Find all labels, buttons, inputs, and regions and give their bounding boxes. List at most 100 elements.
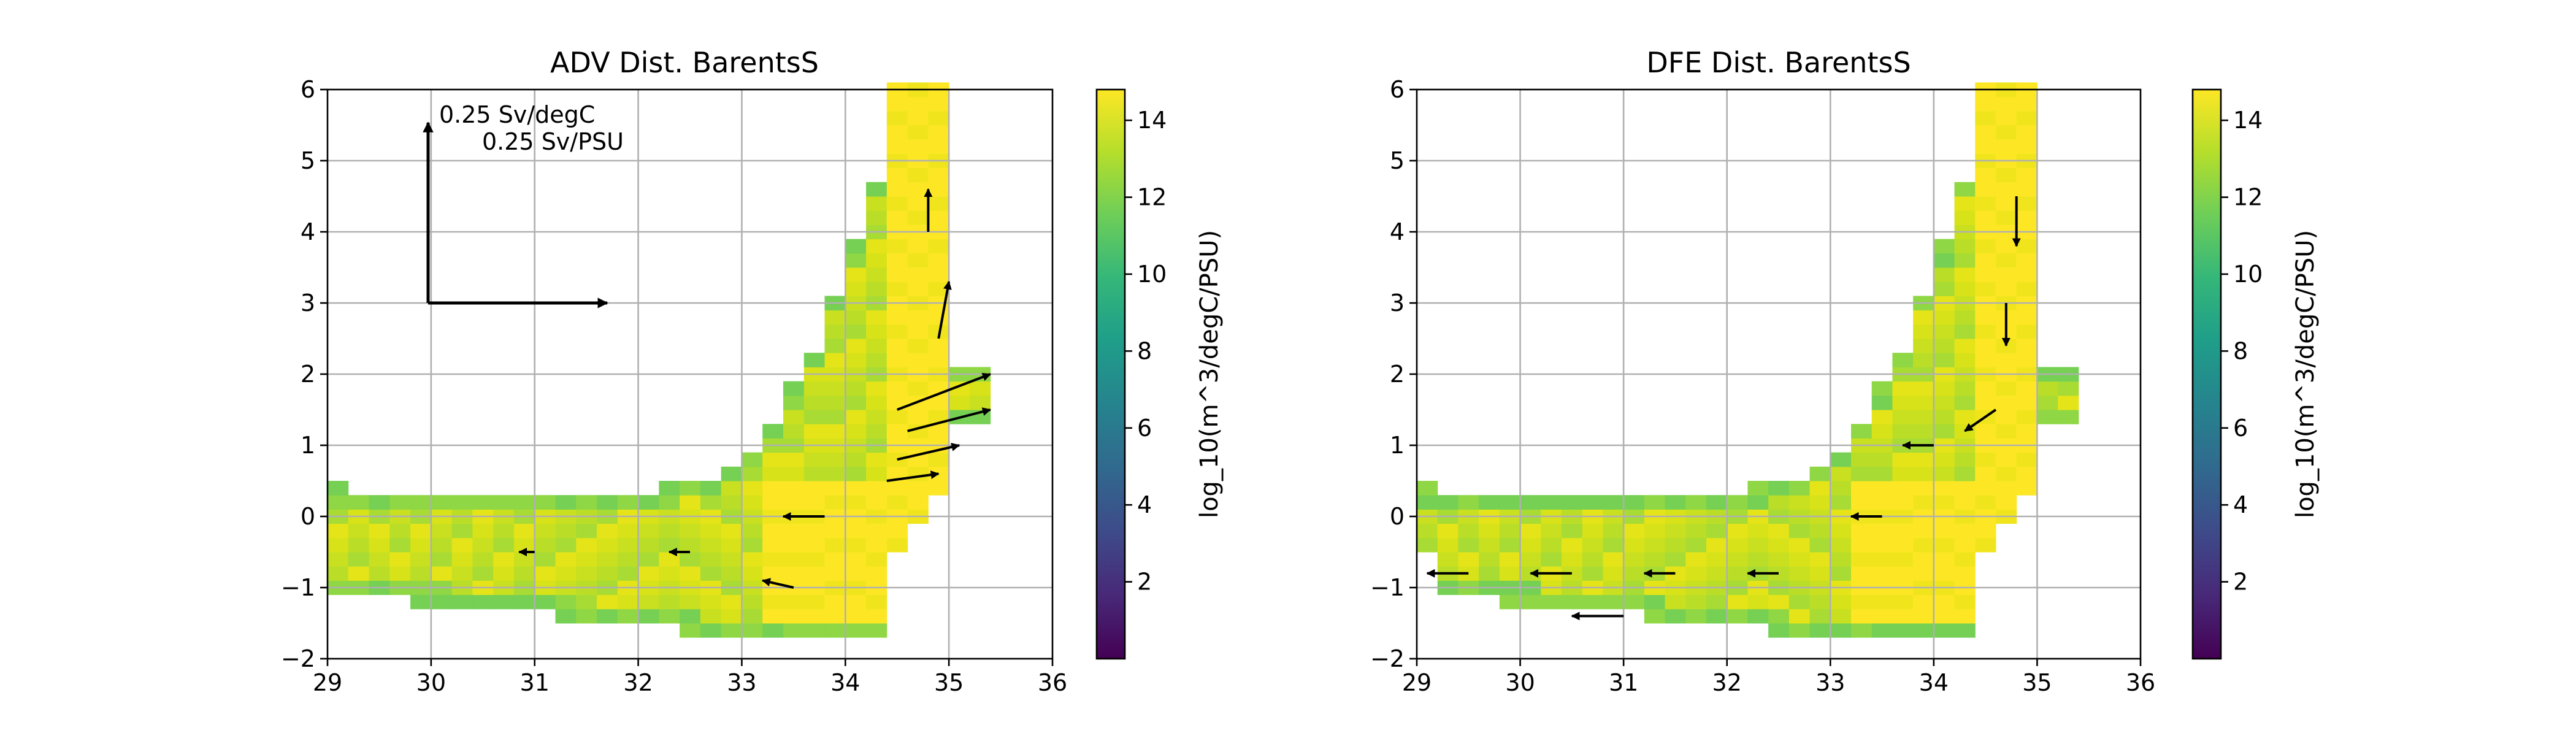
heatmap-cell [1996,167,2017,183]
heatmap-cell [928,310,949,325]
heatmap-cell [410,566,432,581]
heatmap-cell [928,424,949,439]
heatmap-cell [1975,381,1996,396]
heatmap-cell [1996,139,2017,154]
heatmap-cell [1892,452,1914,467]
heatmap-cell [555,552,577,567]
heatmap-cell [1706,566,1728,581]
heatmap-cell [886,239,908,254]
heatmap-cell [886,167,908,183]
heatmap-cell [866,395,887,410]
heatmap-cell [576,552,597,567]
heatmap-cell [824,452,846,467]
heatmap-cell [1871,623,1893,638]
heatmap-cell [866,196,887,211]
heatmap-cell [742,452,763,467]
heatmap-cell [803,410,826,424]
heatmap-cell [1499,552,1521,567]
heatmap-cell [928,139,949,154]
heatmap-cell [1933,282,1955,296]
heatmap-cell [1747,495,1769,510]
heatmap-cell [886,182,908,197]
heatmap-cell [1520,495,1541,510]
heatmap-cell [1830,495,1852,510]
heatmap-cell [783,552,805,567]
heatmap-cell [803,481,826,496]
heatmap-cell [2016,182,2037,197]
heatmap-cell [1727,495,1748,510]
heatmap-cell [2058,381,2079,396]
heatmap-cell [824,481,846,496]
heatmap-cell [1665,566,1686,581]
heatmap-cell [1913,310,1934,325]
heatmap-cell [721,466,742,481]
heatmap-cell [928,125,949,140]
heatmap-cell [1623,594,1645,610]
heatmap-cell [803,623,826,638]
heatmap-cell [1933,566,1955,581]
heatmap-cell [1975,139,1996,154]
heatmap-cell [513,594,535,610]
heatmap-cell [1913,339,1934,353]
heatmap-cell [1417,537,1438,553]
heatmap-cell [866,267,887,282]
heatmap-cell [1871,452,1893,467]
heatmap-cell [1996,495,2017,510]
heatmap-cell [1499,566,1521,581]
gridlines [1417,90,2141,659]
scale-label-salinity: 0.25 Sv/PSU [482,128,624,155]
heatmap-cell [1913,552,1934,567]
heatmap-cell [1996,196,2017,211]
heatmap-cell [742,552,763,567]
heatmap-cell [1933,523,1955,539]
heatmap-cell [1954,282,1976,296]
heatmap-cell [803,537,826,553]
heatmap-cell [1788,623,1811,638]
heatmap-cell [824,395,846,410]
heatmap-cell [1892,424,1914,439]
heatmap-cell [1913,537,1934,553]
heatmap-cell [1809,594,1831,610]
heatmap-cell [700,608,722,624]
heatmap-cell [328,495,349,510]
heatmap-cell [907,381,929,396]
heatmap-cell [659,566,680,581]
heatmap-cell [1954,253,1976,268]
heatmap-cell [597,523,618,539]
heatmap-cell [472,566,494,581]
heatmap-cell [762,495,784,510]
heatmap-cell [659,552,680,567]
heatmap-cell [886,267,908,282]
heatmap-cell [742,481,763,496]
heatmap-cell [534,552,556,567]
heatmap-cell [1871,523,1893,539]
heatmap-cell [1975,125,1996,140]
heatmap-cell [638,594,659,610]
heatmap-cell [1706,495,1728,510]
heatmap-cell [1954,495,1976,510]
heatmap-cell [824,310,846,325]
heatmap-cell [597,537,618,553]
heatmap-cell [555,594,577,610]
heatmap-cell [348,495,370,510]
chart-title: DFE Dist. BarentsS [1646,46,1911,79]
heatmap-cell [1582,537,1603,553]
heatmap-cell [824,566,846,581]
heatmap-cell [907,167,929,183]
heatmap-cell [1582,552,1603,567]
heatmap-cell [783,466,805,481]
heatmap-cell [2037,381,2058,396]
x-tick-label: 32 [623,669,653,696]
heatmap-cell [824,608,846,624]
heatmap-cell [1665,523,1686,539]
heatmap-cell [1499,495,1521,510]
y-tick-label: 5 [301,147,315,174]
heatmap-cell [1996,267,2017,282]
x-ticks: 29 30 31 32 33 34 35 36 [1402,659,2155,696]
heatmap-cell [1954,310,1976,325]
heatmap-cell [803,452,826,467]
heatmap-cell [866,182,887,197]
heatmap-cell [2016,139,2037,154]
heatmap-cell [886,110,908,126]
